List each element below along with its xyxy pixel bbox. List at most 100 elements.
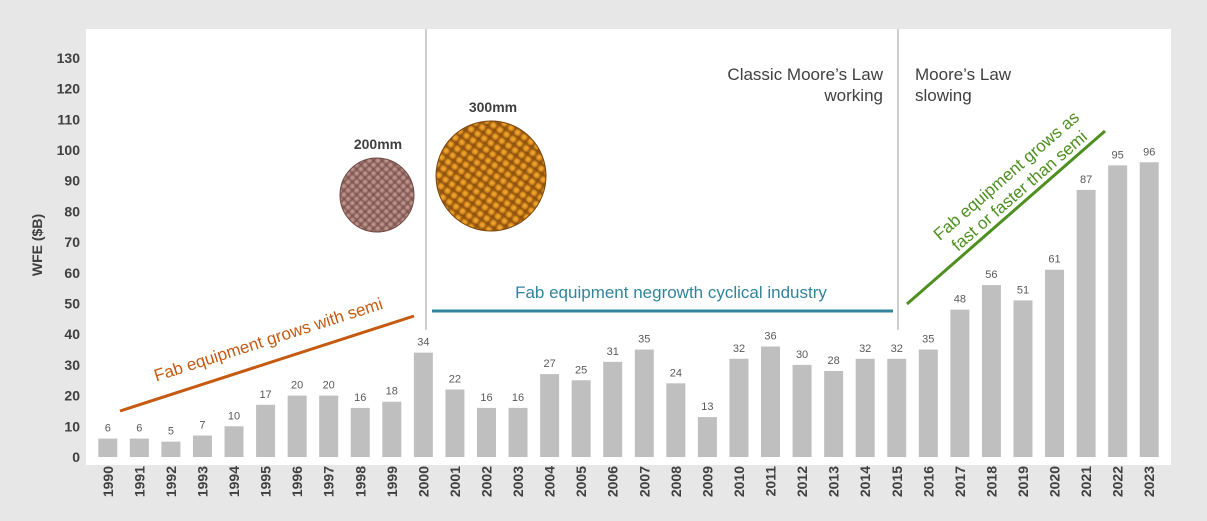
- data-label-1993: 7: [199, 420, 205, 432]
- data-label-2017: 48: [954, 294, 966, 306]
- bar-2021: [1076, 189, 1096, 457]
- x-tick-label-2014: 2014: [857, 466, 873, 497]
- wafer-200mm-label: 200mm: [354, 136, 402, 152]
- bar-2013: [824, 371, 844, 457]
- x-tick-label-1994: 1994: [226, 466, 242, 497]
- x-axis-ticks: 1990 1991 1992 1993 1994 1995 1996 1997 1998 1999…: [100, 466, 1157, 497]
- data-label-2016: 35: [922, 334, 934, 346]
- bar-1992: [161, 441, 181, 457]
- classic-moores-law-title-line1: Classic Moore’s Law: [727, 65, 883, 84]
- data-label-1992: 5: [168, 426, 174, 438]
- x-tick-label-2007: 2007: [636, 466, 652, 497]
- bar-2022: [1108, 165, 1128, 457]
- bar-2019: [1013, 300, 1033, 457]
- bar-1998: [350, 407, 370, 457]
- bar-2017: [950, 309, 970, 457]
- x-tick-label-2015: 2015: [889, 466, 905, 497]
- data-label-1994: 10: [228, 410, 240, 422]
- x-tick-label-1996: 1996: [289, 466, 305, 497]
- x-tick-label-2023: 2023: [1141, 466, 1157, 497]
- x-tick-label-2009: 2009: [699, 466, 715, 497]
- y-tick-label: 50: [64, 296, 80, 312]
- x-tick-label-2021: 2021: [1078, 466, 1094, 497]
- x-tick-label-2011: 2011: [763, 466, 779, 497]
- x-tick-label-2018: 2018: [983, 466, 999, 497]
- data-label-1999: 18: [386, 386, 398, 398]
- era3-trend-line: [906, 129, 1106, 306]
- bar-1997: [319, 395, 339, 457]
- data-label-2001: 22: [449, 373, 461, 385]
- bar-2014: [855, 358, 875, 457]
- data-label-2002: 16: [480, 392, 492, 404]
- bar-1996: [287, 395, 307, 457]
- bar-2011: [761, 346, 781, 457]
- x-tick-label-2002: 2002: [478, 466, 494, 497]
- y-tick-label: 20: [64, 388, 80, 404]
- bar-1993: [192, 435, 212, 457]
- y-axis-label: WFE ($B): [29, 214, 45, 276]
- data-label-2007: 35: [638, 334, 650, 346]
- y-tick-label: 10: [64, 418, 80, 434]
- data-label-1990: 6: [105, 423, 111, 435]
- data-label-2000: 34: [417, 337, 429, 349]
- x-tick-label-2012: 2012: [794, 466, 810, 497]
- data-label-2023: 96: [1143, 146, 1155, 158]
- data-label-2015: 32: [891, 343, 903, 355]
- x-tick-label-1997: 1997: [321, 466, 337, 497]
- bar-series: 6 6 5 7 10 17 20 20 16 18 34 22 16 16 27 25 31 35 24 13 32 36…: [98, 146, 1159, 457]
- y-axis-ticks: 0 10 20 30 40 50 60 70 80 90 100 110 120 130: [57, 50, 81, 465]
- wafer-300mm-image: [435, 120, 547, 232]
- data-label-2013: 28: [828, 355, 840, 367]
- x-tick-label-1999: 1999: [384, 466, 400, 497]
- data-label-1991: 6: [136, 423, 142, 435]
- bar-2018: [981, 285, 1001, 457]
- x-tick-label-1995: 1995: [258, 466, 274, 497]
- data-label-2012: 30: [796, 349, 808, 361]
- x-tick-label-1991: 1991: [131, 466, 147, 497]
- data-label-1996: 20: [291, 380, 303, 392]
- bar-2023: [1139, 162, 1159, 457]
- era1-trend-line: [119, 314, 415, 413]
- moores-law-slowing-title-line2: slowing: [915, 86, 972, 105]
- y-tick-label: 60: [64, 265, 80, 281]
- y-tick-label: 120: [57, 81, 81, 97]
- y-tick-label: 80: [64, 203, 80, 219]
- era2-annotation: Fab equipment negrowth cyclical industry: [515, 283, 827, 302]
- x-tick-label-2004: 2004: [542, 466, 558, 497]
- bar-2015: [887, 358, 907, 457]
- bar-1990: [98, 438, 118, 457]
- bar-1999: [382, 401, 402, 457]
- data-label-2003: 16: [512, 392, 524, 404]
- data-label-2021: 87: [1080, 174, 1092, 186]
- x-tick-label-2001: 2001: [447, 466, 463, 497]
- y-tick-label: 100: [57, 142, 81, 158]
- bar-2012: [792, 364, 812, 457]
- data-label-2018: 56: [985, 269, 997, 281]
- x-tick-label-2008: 2008: [668, 466, 684, 497]
- y-tick-label: 90: [64, 173, 80, 189]
- x-tick-label-2005: 2005: [573, 466, 589, 497]
- y-tick-label: 30: [64, 357, 80, 373]
- y-tick-label: 70: [64, 234, 80, 250]
- data-label-1998: 16: [354, 392, 366, 404]
- x-tick-label-2016: 2016: [920, 466, 936, 497]
- y-tick-label: 110: [57, 111, 80, 127]
- y-tick-label: 0: [72, 449, 80, 465]
- data-label-2005: 25: [575, 364, 587, 376]
- data-label-2019: 51: [1017, 284, 1029, 296]
- x-tick-label-2010: 2010: [731, 466, 747, 497]
- bar-2003: [508, 407, 528, 457]
- x-tick-label-2017: 2017: [952, 466, 968, 497]
- wafer-200mm-image: [339, 157, 415, 233]
- data-label-1995: 17: [259, 389, 271, 401]
- bar-2016: [918, 349, 938, 457]
- classic-moores-law-title-line2: working: [823, 86, 883, 105]
- data-label-2004: 27: [543, 358, 555, 370]
- data-label-2008: 24: [670, 367, 682, 379]
- bar-1994: [224, 426, 244, 457]
- x-tick-label-2022: 2022: [1110, 466, 1126, 497]
- x-tick-label-2013: 2013: [826, 466, 842, 497]
- bar-1995: [256, 404, 276, 457]
